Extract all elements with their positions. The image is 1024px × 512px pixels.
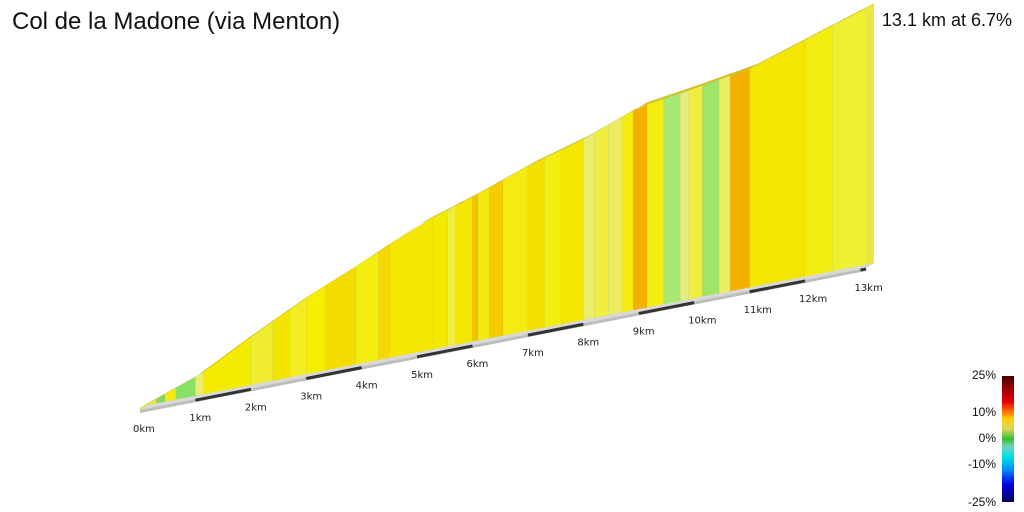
gradient-legend: 25% 10% 0% -10% -25% <box>960 368 1024 512</box>
legend-label-10: 10% <box>971 405 996 419</box>
gradient-segment <box>663 92 681 308</box>
km-tick-label: 12km <box>799 294 827 305</box>
gradient-segment <box>355 251 379 369</box>
gradient-segment <box>378 243 390 364</box>
legend-label-neg10: -10% <box>967 457 996 471</box>
gradient-segment <box>594 124 609 322</box>
page-title: Col de la Madone (via Menton) <box>12 8 341 35</box>
gradient-segment <box>632 104 648 314</box>
legend-label-neg25: -25% <box>967 495 996 509</box>
gradient-segment <box>272 308 290 385</box>
km-tick-label: 3km <box>300 391 322 402</box>
km-tick-label: 8km <box>577 337 599 348</box>
gradient-segment <box>477 187 490 345</box>
profile-top-edge <box>140 3 874 408</box>
gradient-segment <box>544 149 562 332</box>
legend-label-25: 25% <box>971 368 996 382</box>
km-tick-label: 9km <box>633 326 655 337</box>
gradient-segment <box>607 116 623 319</box>
km-tick-label: 0km <box>133 424 155 435</box>
gradient-segment <box>621 110 634 317</box>
gradient-segment <box>718 75 731 298</box>
gradient-segment <box>583 132 595 324</box>
gradient-segment <box>749 39 806 292</box>
gradient-segment <box>646 98 665 312</box>
km-tick-label: 10km <box>688 316 716 327</box>
km-tick-label: 4km <box>356 381 378 392</box>
gradient-segment <box>389 216 435 362</box>
legend-label-0: 0% <box>978 431 996 445</box>
gradient-segments <box>139 7 867 411</box>
km-tick-label: 5km <box>411 370 433 381</box>
gradient-segment <box>832 7 867 275</box>
gradient-segment <box>325 265 357 375</box>
gradient-segment <box>289 296 307 382</box>
km-tick-label: 6km <box>467 359 489 370</box>
gradient-segment <box>527 157 545 335</box>
km-tick-label: 11km <box>744 305 772 316</box>
km-tick-label: 13km <box>854 283 882 294</box>
gradient-segment <box>729 68 750 295</box>
gradient-segment <box>447 205 457 351</box>
distance-axis <box>140 263 874 413</box>
gradient-segment <box>250 320 274 389</box>
km-tick-label: 1km <box>189 413 211 424</box>
gradient-segment <box>433 209 448 353</box>
km-tick-labels: 0km 1km 2km 3km 4km 5km 6km 7km 8km 9km 10km 11km 12… <box>133 283 883 435</box>
gradient-segment <box>502 165 529 340</box>
gradient-segment <box>472 193 479 346</box>
climb-summary: 13.1 km at 6.7% <box>881 10 1012 30</box>
gradient-color-scale <box>1002 376 1014 502</box>
gradient-segment <box>702 79 720 301</box>
gradient-segment <box>680 90 689 305</box>
gradient-segment <box>455 196 473 349</box>
gradient-segment <box>688 85 703 304</box>
km-tick-label: 2km <box>245 402 267 413</box>
km-tick-label: 7km <box>522 348 544 359</box>
gradient-segment <box>560 138 584 328</box>
gradient-segment <box>488 179 504 343</box>
gradient-segment <box>804 25 834 281</box>
gradient-segment <box>305 284 326 378</box>
